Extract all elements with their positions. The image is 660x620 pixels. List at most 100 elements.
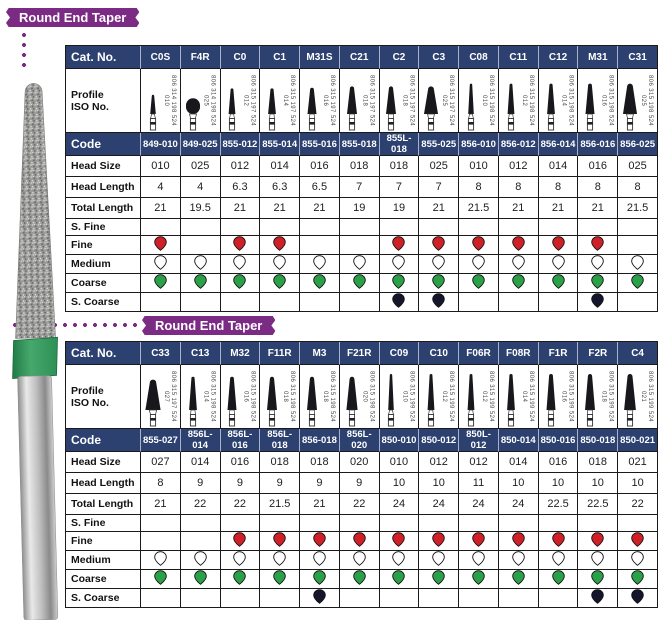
profile-cell: 806 315 199 524 021 [618,365,658,429]
coarse-cell [419,570,460,589]
profile-cell: 806 315 199 524 012 [459,365,499,429]
total_length-cell: 21 [498,198,539,219]
s_coarse-cell [141,293,181,312]
fine-grit-marker-icon [313,532,326,547]
total_length-cell: 21 [578,198,619,219]
bur-profile-icon [386,85,397,130]
fine-cell [300,236,340,255]
total_length-cell: 21 [260,198,301,219]
code-cell: 856L-018 [260,429,301,452]
fine-grit-marker-icon [512,236,525,251]
coarse-grit-marker-icon [512,570,525,585]
cat-no-cell: C21 [339,46,380,69]
profile-cell: 806 315 197 524 025 [419,69,460,133]
medium-cell [141,551,181,570]
fine-cell [578,532,619,551]
fine-grit-marker-icon [432,236,445,251]
medium-cell [578,551,619,570]
row-label-coarse: Coarse [66,570,141,589]
s_fine-cell [498,515,539,532]
fine-grit-marker-icon [631,532,644,547]
s_fine-cell [220,515,261,532]
row-label-code: Code [66,429,141,452]
cat-no-cell: F1R [538,342,579,365]
s_fine-cell [498,219,539,236]
medium-grit-marker-icon [432,255,445,270]
profile-cell: 806 315 198 524 025 [618,69,658,133]
s_coarse-cell [141,589,181,608]
code-cell: 856-016 [578,133,619,156]
s_fine-cell [141,515,181,532]
s_fine-cell [379,515,420,532]
head_size-cell: 018 [260,452,301,473]
iso-number: 806 314 198 524 025 [202,74,216,127]
cat-no-cell: M31S [300,46,340,69]
row-label-medium: Medium [66,255,141,274]
medium-grit-marker-icon [551,551,565,566]
medium-grit-marker-icon [512,551,525,566]
medium-grit-marker-icon [193,255,207,270]
coarse-cell [141,570,181,589]
total_length-cell: 24 [498,494,539,515]
s_fine-cell [300,515,340,532]
row-label-head-length: Head Length [66,177,141,198]
fine-cell [379,532,420,551]
medium-cell [300,551,340,570]
profile-cell: 806 315 198 524 020 [339,365,380,429]
s_coarse-cell [498,589,539,608]
fine-cell [538,236,579,255]
fine-grit-marker-icon [472,236,485,251]
head_length-cell: 6.3 [220,177,261,198]
head_length-cell: 4 [141,177,181,198]
iso-number: 806 314 198 524 010 [162,74,176,127]
s_coarse-grit-marker-icon [591,293,605,308]
bur-profile-icon [227,376,237,426]
iso-number: 806 315 198 524 014 [202,370,216,423]
coarse-grit-marker-icon [313,570,326,585]
s_coarse-cell [459,293,499,312]
cat-no-cell: F08R [498,342,539,365]
profile-cell: 806 315 198 524 018 [300,365,340,429]
total_length-cell: 21 [538,198,579,219]
bur-profile-icon [346,376,358,426]
medium-cell [498,255,539,274]
fine-cell [141,532,181,551]
coarse-grit-marker-icon [392,570,406,585]
head_size-cell: 016 [300,156,340,177]
iso-number: 806 315 197 524 018 [401,74,415,127]
coarse-grit-marker-icon [193,274,207,289]
s_fine-cell [220,219,261,236]
medium-grit-marker-icon [432,551,445,566]
row-label-total-length: Total Length [66,198,141,219]
fine-grit-marker-icon [551,532,565,547]
s_coarse-grit-marker-icon [392,293,406,308]
medium-cell [419,255,460,274]
s_coarse-cell [618,589,658,608]
medium-cell [339,255,380,274]
medium-cell [260,551,301,570]
medium-grit-marker-icon [392,551,406,566]
head_length-cell: 10 [618,473,658,494]
total_length-cell: 24 [459,494,499,515]
head_length-cell: 8 [141,473,181,494]
coarse-grit-marker-icon [591,570,605,585]
medium-grit-marker-icon [273,255,286,270]
s_coarse-cell [419,293,460,312]
bur-profile-icon [546,373,556,426]
profile-cell: 806 315 197 524 027 [141,365,181,429]
head_size-cell: 027 [141,452,181,473]
coarse-grit-marker-icon [631,274,644,289]
s_fine-cell [538,515,579,532]
profile-cell: 806 314 198 524 010 [141,69,181,133]
code-cell: 855-027 [141,429,181,452]
s_fine-cell [618,219,658,236]
coarse-grit-marker-icon [233,570,247,585]
bur-profile-icon [145,379,161,426]
code-cell: 856-010 [459,133,499,156]
coarse-grit-marker-icon [432,274,445,289]
profile-cell: 806 315 197 524 012 [220,69,261,133]
head_length-cell: 9 [300,473,340,494]
profile-cell: 806 315 197 524 014 [260,69,301,133]
fine-cell [419,532,460,551]
medium-cell [300,255,340,274]
